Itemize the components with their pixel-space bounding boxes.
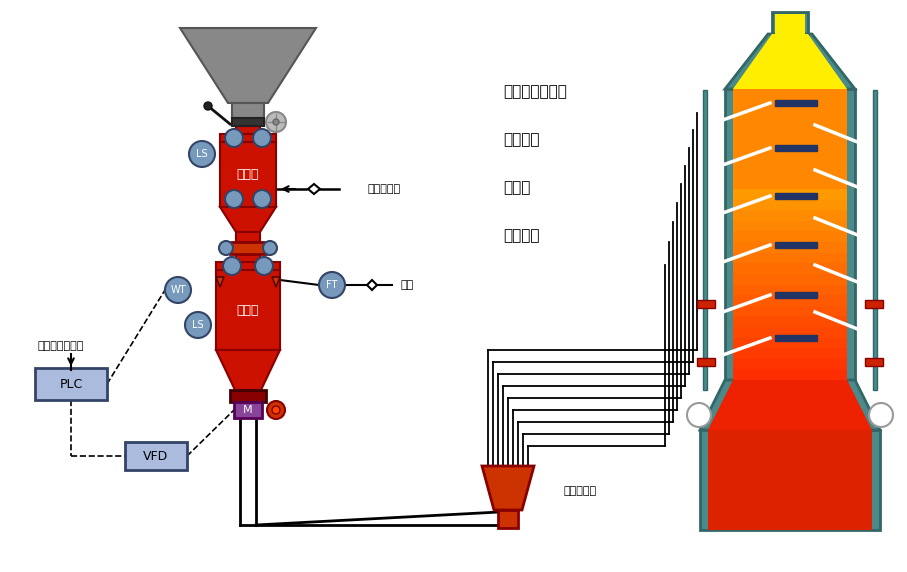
Bar [236, 232, 260, 242]
Circle shape [869, 403, 893, 427]
Bar [733, 89, 847, 189]
Bar [733, 348, 847, 360]
Circle shape [255, 257, 273, 275]
Circle shape [225, 129, 243, 147]
Bar [234, 402, 262, 418]
Bar [232, 118, 264, 126]
Bar [35, 368, 107, 400]
Polygon shape [272, 277, 280, 287]
Bar [220, 142, 276, 207]
Circle shape [253, 129, 271, 147]
Bar [733, 370, 847, 381]
Bar [232, 103, 264, 118]
Bar [125, 442, 187, 470]
Bar [216, 262, 280, 270]
Polygon shape [216, 277, 224, 287]
Circle shape [319, 272, 345, 298]
Text: 喷吹罐: 喷吹罐 [237, 304, 259, 316]
Text: 炼钢电炉: 炼钢电炉 [503, 228, 540, 244]
Circle shape [185, 312, 211, 338]
Text: LS: LS [192, 320, 204, 330]
Circle shape [267, 401, 285, 419]
Text: M: M [243, 405, 253, 415]
Bar [772, 12, 808, 34]
Bar [733, 284, 847, 296]
Bar [733, 359, 847, 371]
Polygon shape [482, 466, 534, 510]
Text: 管路分配器: 管路分配器 [563, 486, 596, 496]
Polygon shape [733, 34, 847, 89]
Circle shape [225, 190, 243, 208]
Bar [697, 300, 715, 308]
Bar [733, 295, 847, 307]
Bar [775, 193, 817, 199]
Polygon shape [708, 380, 872, 430]
Bar [733, 189, 847, 201]
Bar [733, 316, 847, 328]
Bar [725, 89, 855, 380]
Bar [216, 270, 280, 350]
Circle shape [687, 403, 711, 427]
Circle shape [253, 190, 271, 208]
Bar [775, 335, 817, 341]
Bar [733, 263, 847, 275]
Text: PLC: PLC [59, 378, 83, 391]
Bar [708, 430, 872, 530]
Polygon shape [367, 280, 377, 290]
Text: WT: WT [171, 285, 186, 295]
Bar [733, 337, 847, 349]
Bar [873, 90, 877, 390]
Bar [733, 221, 847, 232]
Bar [236, 126, 260, 134]
Bar [733, 242, 847, 253]
Circle shape [273, 119, 279, 125]
Bar [865, 358, 883, 366]
Circle shape [165, 277, 191, 303]
Text: FT: FT [327, 280, 337, 290]
Bar [733, 327, 847, 339]
Circle shape [266, 112, 286, 132]
Bar [498, 510, 518, 528]
Bar [236, 254, 260, 262]
Text: 炼铁高炉: 炼铁高炉 [503, 133, 540, 148]
Bar [703, 90, 707, 390]
Bar [733, 232, 847, 243]
Bar [733, 200, 847, 211]
Text: 流化加压气: 流化加压气 [367, 184, 401, 194]
Bar [733, 253, 847, 264]
Bar [865, 300, 883, 308]
Bar [697, 358, 715, 366]
Polygon shape [725, 34, 855, 89]
Circle shape [219, 241, 233, 255]
Circle shape [263, 241, 277, 255]
Circle shape [272, 406, 280, 414]
Bar [220, 134, 276, 142]
Polygon shape [700, 380, 880, 430]
Circle shape [204, 102, 212, 110]
Text: 熔炼炉: 熔炼炉 [503, 181, 531, 196]
Circle shape [189, 141, 215, 167]
Bar [230, 390, 266, 402]
Bar [775, 14, 805, 34]
Polygon shape [216, 350, 280, 390]
Bar [733, 210, 847, 222]
Polygon shape [220, 207, 276, 232]
Bar [775, 292, 817, 298]
Text: 给料量连续可调: 给料量连续可调 [37, 341, 83, 351]
Text: 收料罐: 收料罐 [237, 168, 259, 181]
Bar [775, 145, 817, 151]
Text: 循环流化床锅炉: 循环流化床锅炉 [503, 85, 567, 100]
Text: VFD: VFD [143, 450, 169, 463]
Polygon shape [180, 28, 316, 103]
Text: LS: LS [196, 149, 208, 159]
Bar [700, 430, 880, 530]
Bar [733, 305, 847, 317]
Polygon shape [308, 184, 320, 194]
Bar [775, 242, 817, 248]
Circle shape [223, 257, 241, 275]
Text: 气源: 气源 [400, 280, 414, 290]
Bar [733, 274, 847, 285]
Bar [775, 100, 817, 106]
Bar [230, 242, 266, 254]
